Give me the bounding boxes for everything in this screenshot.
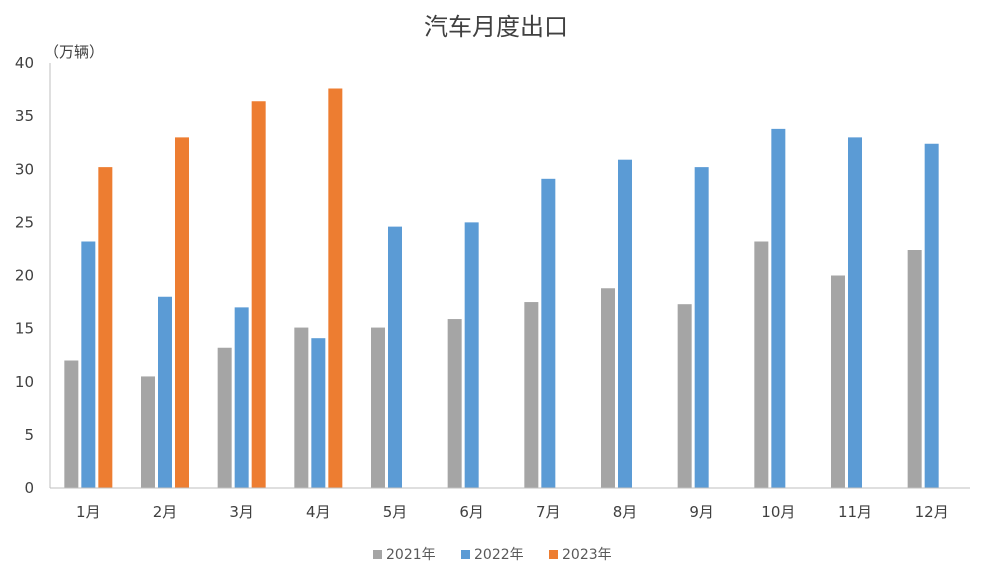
y-tick-label: 5 [24,426,34,444]
bar [694,167,709,488]
y-tick-label: 25 [15,213,34,231]
bar [447,319,462,488]
bar [601,288,615,488]
x-tick-label: 12月 [915,503,949,521]
bar [771,128,786,488]
bar [251,101,266,488]
x-tick-label: 9月 [689,503,714,521]
y-axis-unit-label: （万辆） [44,43,104,61]
legend-label: 2021年 [386,547,436,563]
y-tick-label: 0 [24,479,34,497]
y-tick-label: 20 [15,267,34,285]
x-axis: 1月 2月 3月 4月 5月 6月 7月 8月 9月 10月 11月 12月 [50,487,970,521]
bar [311,338,326,488]
legend-label: 2023年 [562,547,612,563]
bar [541,178,556,488]
y-tick-label: 10 [15,373,34,391]
bar [328,88,343,488]
bar [158,296,172,488]
bar [831,275,845,488]
bars-group [64,88,939,488]
bar [907,250,922,488]
x-tick-label: 3月 [229,503,254,521]
bar [618,159,632,488]
x-tick-label: 2月 [153,503,178,521]
bar [98,167,113,488]
x-tick-label: 4月 [306,503,331,521]
legend-label: 2022年 [474,547,524,563]
bar [175,137,189,488]
legend-swatch [461,550,470,559]
y-tick-label: 40 [15,54,34,72]
y-tick-label: 30 [15,160,34,178]
bar [294,327,309,488]
chart-title: 汽车月度出口 [424,13,568,41]
x-tick-label: 5月 [383,503,408,521]
bar [464,222,479,488]
x-tick-label: 11月 [838,503,872,521]
bar [677,304,692,488]
y-tick-label: 15 [15,320,34,338]
bar [217,347,232,488]
bar [81,241,96,488]
x-tick-label: 7月 [536,503,561,521]
y-axis: 0 5 10 15 20 25 30 35 40 [15,54,51,497]
bar [234,307,249,488]
legend-swatch [549,550,558,559]
bar [371,327,385,488]
bar [64,360,79,488]
bar [141,376,155,488]
x-tick-label: 10月 [761,503,795,521]
legend-swatch [373,550,382,559]
x-tick-label: 6月 [459,503,484,521]
legend: 2021年 2022年 2023年 [373,547,612,563]
x-tick-label: 1月 [76,503,101,521]
bar [524,302,539,488]
bar [924,143,939,488]
bar [754,241,769,488]
y-tick-label: 35 [15,107,34,125]
x-tick-label: 8月 [613,503,638,521]
bar [388,226,402,488]
bar [848,137,862,488]
